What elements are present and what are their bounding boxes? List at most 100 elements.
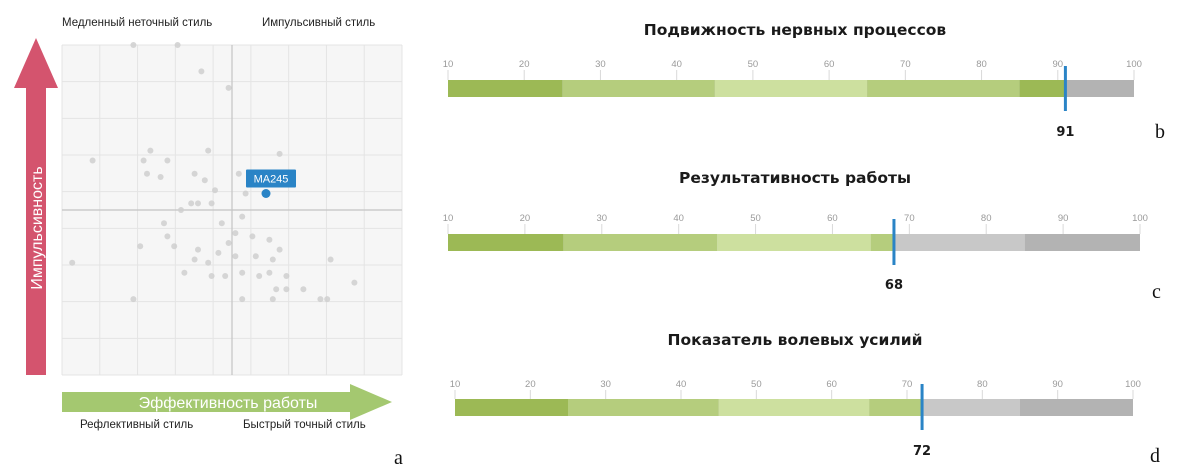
bar-segment (448, 234, 564, 251)
scatter-point (225, 84, 232, 91)
scatter-point (69, 259, 76, 266)
scale-chart-c: Результативность работы 10 20 30 40 50 60 70 80… (443, 169, 1161, 298)
x-axis-arrow: Эффективность работы (62, 384, 392, 420)
scatter-point (283, 286, 290, 293)
highlight-marker: MA245 (246, 169, 296, 198)
scatter-point (351, 279, 358, 286)
tick-label: 90 (1052, 379, 1063, 390)
tick-label: 90 (1052, 59, 1063, 70)
scatter-point (266, 236, 273, 243)
scatter-point (157, 174, 164, 180)
panel-letter-b: b (1155, 121, 1165, 143)
tick-label: 100 (1126, 59, 1142, 70)
scale-title: Показатель волевых усилий (668, 331, 923, 349)
scatter-point (276, 150, 283, 157)
y-axis-arrow: Импульсивность (14, 38, 58, 375)
scatter-point (181, 269, 188, 276)
scatter-point (276, 246, 283, 253)
scatter-point (215, 249, 222, 256)
scale-ticks: 10 20 30 40 50 60 70 80 90 100 (450, 379, 1141, 399)
scatter-point (208, 200, 215, 207)
bar-segment (714, 80, 868, 97)
tick-label: 80 (981, 213, 992, 224)
scatter-point (208, 273, 215, 279)
scatter-point (218, 220, 225, 227)
bar-segment (1019, 80, 1066, 97)
tick-label: 10 (450, 379, 461, 390)
quadrant-label-bottom-left: Рефлективный стиль (80, 419, 193, 431)
tick-label: 70 (900, 59, 911, 70)
bar-segment (448, 80, 563, 97)
panel-letter-a: a (394, 447, 403, 469)
tick-label: 60 (826, 379, 837, 390)
scale-segments (448, 80, 1066, 97)
scatter-point (201, 177, 208, 184)
tick-label: 20 (519, 59, 530, 70)
tick-label: 60 (824, 59, 835, 70)
scatter-point (198, 68, 205, 75)
scale-ticks: 10 20 30 40 50 60 70 80 90 100 (443, 213, 1148, 234)
scale-segments (448, 234, 894, 251)
scatter-point (212, 187, 218, 194)
scatter-point (164, 233, 171, 240)
scatter-point (324, 296, 331, 303)
scatter-point (249, 233, 256, 240)
scatter-point (144, 170, 150, 177)
x-axis-arrow-shape (62, 384, 392, 420)
scatter-point (191, 256, 198, 263)
bar-segment (869, 399, 923, 416)
tick-label: 60 (827, 213, 838, 224)
scatter-point (256, 273, 263, 279)
gray-band (1020, 399, 1133, 416)
scatter-point (273, 286, 280, 293)
tick-label: 30 (595, 59, 606, 70)
tick-label: 30 (600, 379, 611, 390)
bar-segment (568, 399, 719, 416)
highlight-point (261, 189, 271, 198)
scatter-point (147, 147, 154, 154)
scale-chart-b: Подвижность нервных процессов 10 20 30 40 50… (443, 21, 1165, 143)
scatter-point (205, 147, 212, 154)
scatter-point (171, 243, 178, 250)
scale-title: Результативность работы (679, 169, 911, 187)
tick-label: 40 (671, 59, 682, 70)
scale-segments (455, 399, 923, 416)
y-axis-arrow-shape (14, 38, 58, 375)
y-axis-label: Импульсивность (29, 166, 46, 289)
panel-letter-c: c (1152, 281, 1161, 298)
tick-label: 100 (1132, 213, 1148, 224)
tick-label: 20 (525, 379, 536, 390)
bar-segment (563, 234, 718, 251)
scatter-points (69, 42, 358, 303)
scatter-point (283, 273, 290, 279)
gray-band (1024, 234, 1140, 251)
scatter-point (252, 253, 259, 260)
scatter-point (235, 170, 242, 177)
tick-label: 90 (1058, 213, 1069, 224)
scatter-point (222, 273, 229, 279)
quadrant-label-top-left: Медленный неточный стиль (62, 17, 212, 29)
scatter-point (130, 296, 137, 303)
scatter-point (266, 269, 273, 276)
scatter-point (242, 190, 249, 197)
bar-segment (562, 80, 715, 97)
highlight-label-box (246, 169, 296, 188)
scatter-point (188, 200, 195, 207)
tick-label: 70 (902, 379, 913, 390)
tick-label: 10 (443, 213, 454, 224)
scale-ticks: 10 20 30 40 50 60 70 80 90 100 (443, 59, 1142, 80)
bar-segment (718, 399, 870, 416)
bar-segment (717, 234, 871, 251)
scatter-point (269, 256, 276, 263)
tick-label: 100 (1125, 379, 1141, 390)
x-axis-label: Эффективность работы (139, 395, 318, 412)
scatter-point (89, 157, 96, 164)
scatter-point (130, 42, 137, 48)
tick-label: 20 (520, 213, 531, 224)
bar-segment (867, 80, 1020, 97)
panel-letter-d: d (1150, 445, 1160, 467)
scatter-point (239, 269, 246, 276)
bar-segment (870, 234, 894, 251)
tick-label: 70 (904, 213, 915, 224)
scatter-chart: MA245 Медленный неточный стиль Импульсив… (14, 17, 403, 469)
